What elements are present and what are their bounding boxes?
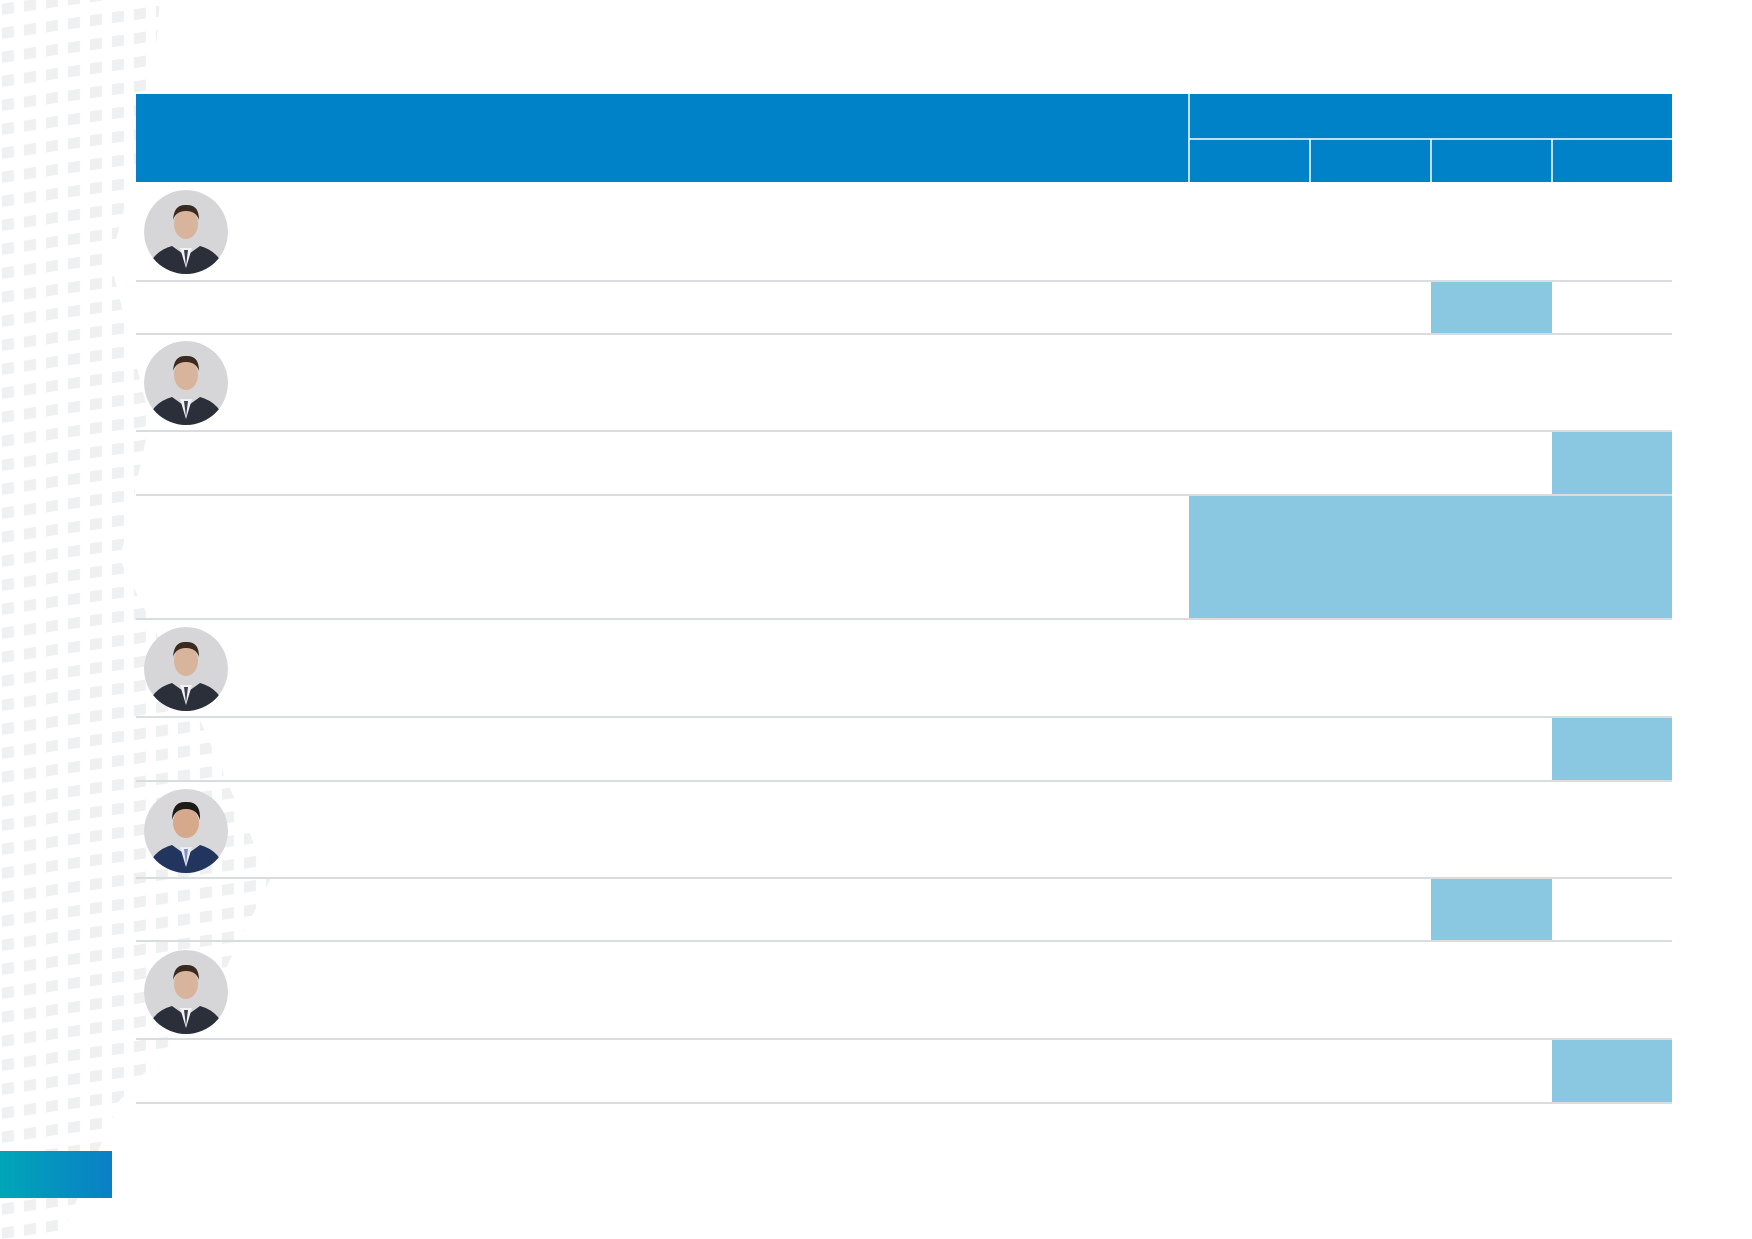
portrait <box>144 789 228 873</box>
highlight-cell <box>1552 717 1672 781</box>
highlight-cell <box>1189 495 1672 619</box>
portrait <box>144 950 228 1034</box>
table-header <box>136 94 1672 182</box>
row-rules <box>136 280 1672 1104</box>
highlight-cell <box>1431 878 1552 941</box>
highlight-cell <box>1552 1039 1672 1103</box>
portrait <box>144 627 228 711</box>
portrait <box>144 341 228 425</box>
portrait <box>144 190 228 274</box>
page-tab <box>0 1151 112 1198</box>
highlight-cell <box>1552 431 1672 495</box>
background-pattern <box>0 0 270 1239</box>
highlight-cell <box>1431 281 1552 334</box>
